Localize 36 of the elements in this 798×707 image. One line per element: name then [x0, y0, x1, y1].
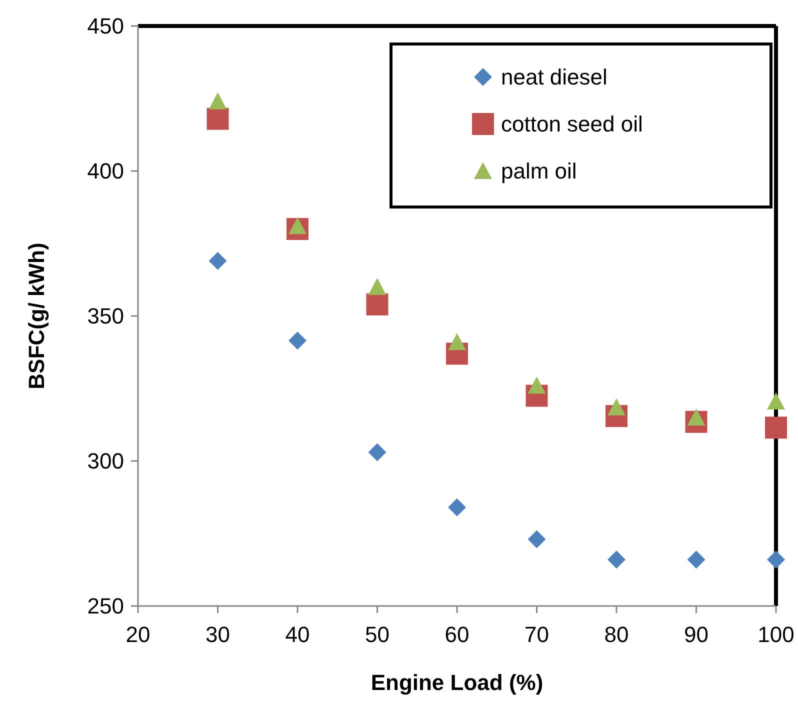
point	[687, 550, 706, 569]
point	[448, 333, 466, 350]
legend-label: cotton seed oil	[501, 112, 643, 137]
y-tick-label: 250	[87, 594, 124, 619]
point	[206, 108, 229, 130]
point	[767, 550, 785, 569]
point	[448, 498, 466, 516]
x-tick-label: 90	[684, 622, 708, 647]
x-tick-label: 80	[604, 622, 629, 647]
x-tick-label: 60	[444, 622, 470, 647]
point	[368, 278, 386, 295]
y-tick-label: 400	[87, 158, 124, 184]
legend-label: palm oil	[501, 158, 577, 184]
point	[608, 550, 626, 569]
legend-label: neat diesel	[501, 64, 608, 90]
point	[208, 252, 227, 270]
x-tick-label: 40	[285, 622, 310, 647]
x-tick-label: 70	[524, 622, 549, 647]
point	[366, 293, 388, 316]
point	[608, 398, 626, 416]
point	[208, 92, 227, 110]
y-tick-label: 350	[87, 304, 124, 329]
point	[368, 443, 386, 462]
x-tick-label: 30	[206, 622, 230, 647]
x-tick-label: 20	[126, 622, 150, 647]
x-tick-label: 50	[365, 622, 390, 647]
point	[528, 376, 546, 394]
y-tick-label: 450	[87, 14, 124, 39]
point	[767, 392, 785, 410]
y-tick-label: 300	[87, 448, 124, 474]
x-axis-title: Engine Load (%)	[370, 670, 544, 695]
point	[528, 530, 546, 548]
point	[765, 416, 787, 439]
x-tick-label: 100	[758, 622, 794, 647]
point	[288, 332, 306, 350]
y-axis-title: BSFC(g/ kWh)	[24, 242, 49, 390]
